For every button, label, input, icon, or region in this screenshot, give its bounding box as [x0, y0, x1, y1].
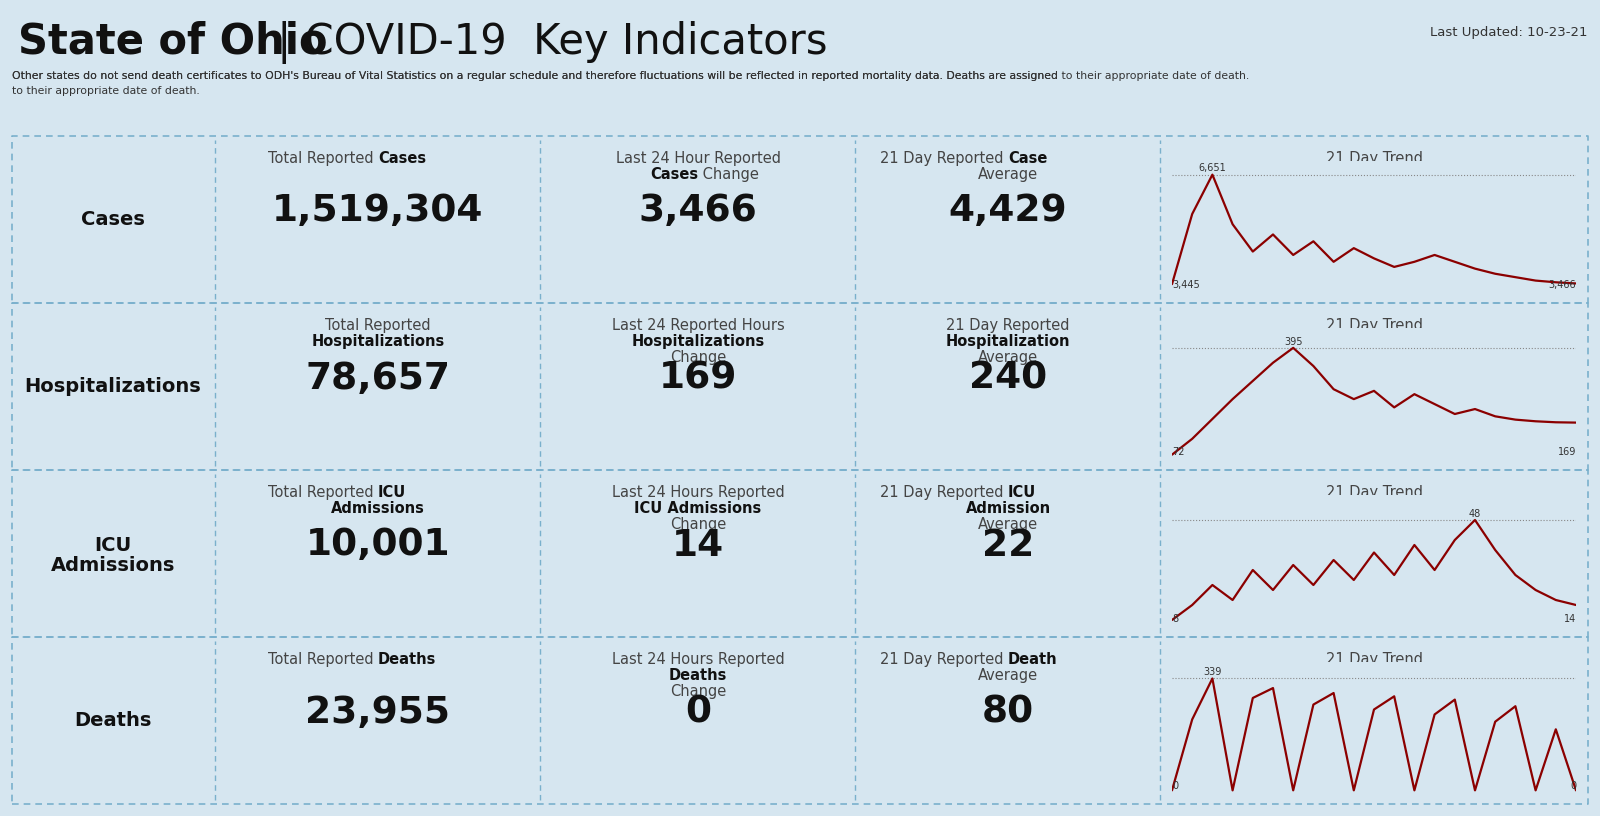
- Text: Admissions: Admissions: [331, 501, 426, 516]
- Text: ICU: ICU: [94, 536, 131, 555]
- Text: 395: 395: [1283, 336, 1302, 347]
- Text: 21 Day Trend: 21 Day Trend: [1325, 485, 1422, 500]
- Text: Average: Average: [978, 167, 1038, 182]
- Text: State of Ohio: State of Ohio: [18, 21, 328, 63]
- Text: Total Reported: Total Reported: [267, 485, 378, 500]
- Text: 1,519,304: 1,519,304: [272, 193, 483, 229]
- Text: Deaths: Deaths: [669, 668, 726, 683]
- Text: 21 Day Trend: 21 Day Trend: [1325, 151, 1422, 166]
- Text: ICU: ICU: [1008, 485, 1037, 500]
- Text: Other states do not send death certificates to ODH's Bureau of Vital Statistics : Other states do not send death certifica…: [13, 71, 1250, 81]
- Text: 169: 169: [659, 361, 738, 397]
- Text: Admissions: Admissions: [51, 556, 174, 575]
- Text: 169: 169: [1558, 446, 1576, 457]
- Text: 0: 0: [1171, 781, 1178, 791]
- Text: 14: 14: [672, 527, 725, 564]
- Text: 0: 0: [685, 694, 710, 730]
- Text: 339: 339: [1203, 667, 1221, 677]
- Text: Cases: Cases: [82, 210, 146, 229]
- Text: Cases: Cases: [378, 151, 426, 166]
- Text: 10,001: 10,001: [306, 527, 450, 564]
- Text: Deaths: Deaths: [74, 711, 152, 730]
- Text: Total Reported: Total Reported: [325, 318, 430, 333]
- Text: Deaths: Deaths: [378, 652, 437, 667]
- Text: 21 Day Trend: 21 Day Trend: [1325, 652, 1422, 667]
- Text: Change: Change: [670, 350, 726, 365]
- Text: Last 24 Hour Reported: Last 24 Hour Reported: [616, 151, 781, 166]
- Text: 4,429: 4,429: [949, 193, 1067, 229]
- Text: Case: Case: [1008, 151, 1048, 166]
- Text: Change: Change: [670, 684, 726, 699]
- Text: Hospitalizations: Hospitalizations: [24, 377, 202, 396]
- Text: Average: Average: [978, 517, 1038, 532]
- Text: 21 Day Reported: 21 Day Reported: [946, 318, 1070, 333]
- Text: 22: 22: [982, 527, 1034, 564]
- Text: Change: Change: [698, 167, 758, 182]
- Text: Change: Change: [670, 517, 726, 532]
- Text: Total Reported: Total Reported: [267, 151, 378, 166]
- Text: Last 24 Hours Reported: Last 24 Hours Reported: [611, 485, 784, 500]
- Text: ICU Admissions: ICU Admissions: [634, 501, 762, 516]
- Text: Hospitalization: Hospitalization: [946, 334, 1070, 349]
- Text: 21 Day Reported: 21 Day Reported: [880, 151, 1008, 166]
- Text: 78,657: 78,657: [306, 361, 451, 397]
- Text: 0: 0: [1570, 781, 1576, 791]
- Text: ICU: ICU: [378, 485, 406, 500]
- Text: 3,466: 3,466: [1549, 280, 1576, 290]
- Text: 80: 80: [982, 694, 1034, 730]
- Text: 240: 240: [970, 361, 1046, 397]
- Text: 72: 72: [1171, 446, 1184, 457]
- Text: 3,466: 3,466: [638, 193, 757, 229]
- Text: Other states do not send death certificates to ODH's Bureau of Vital Statistics : Other states do not send death certifica…: [13, 71, 1058, 95]
- Text: Total Reported: Total Reported: [267, 652, 378, 667]
- Text: Hospitalizations: Hospitalizations: [312, 334, 445, 349]
- Text: 14: 14: [1563, 614, 1576, 623]
- Text: Death: Death: [1008, 652, 1058, 667]
- Text: Last 24 Hours Reported: Last 24 Hours Reported: [611, 652, 784, 667]
- Text: 48: 48: [1469, 508, 1482, 519]
- Text: 21 Day Reported: 21 Day Reported: [880, 485, 1008, 500]
- Text: 3,445: 3,445: [1171, 280, 1200, 290]
- Text: Average: Average: [978, 668, 1038, 683]
- Text: 6,651: 6,651: [1198, 163, 1226, 173]
- Text: Average: Average: [978, 350, 1038, 365]
- Text: 21 Day Trend: 21 Day Trend: [1325, 318, 1422, 333]
- Text: Hospitalizations: Hospitalizations: [632, 334, 765, 349]
- Text: Last Updated: 10-23-21: Last Updated: 10-23-21: [1430, 26, 1587, 39]
- Text: 21 Day Reported: 21 Day Reported: [880, 652, 1008, 667]
- Text: 23,955: 23,955: [306, 694, 451, 730]
- Text: | COVID-19  Key Indicators: | COVID-19 Key Indicators: [264, 21, 827, 64]
- Text: Cases: Cases: [650, 167, 698, 182]
- Text: Last 24 Reported Hours: Last 24 Reported Hours: [611, 318, 784, 333]
- Text: Admission: Admission: [965, 501, 1051, 516]
- Text: 8: 8: [1171, 614, 1178, 623]
